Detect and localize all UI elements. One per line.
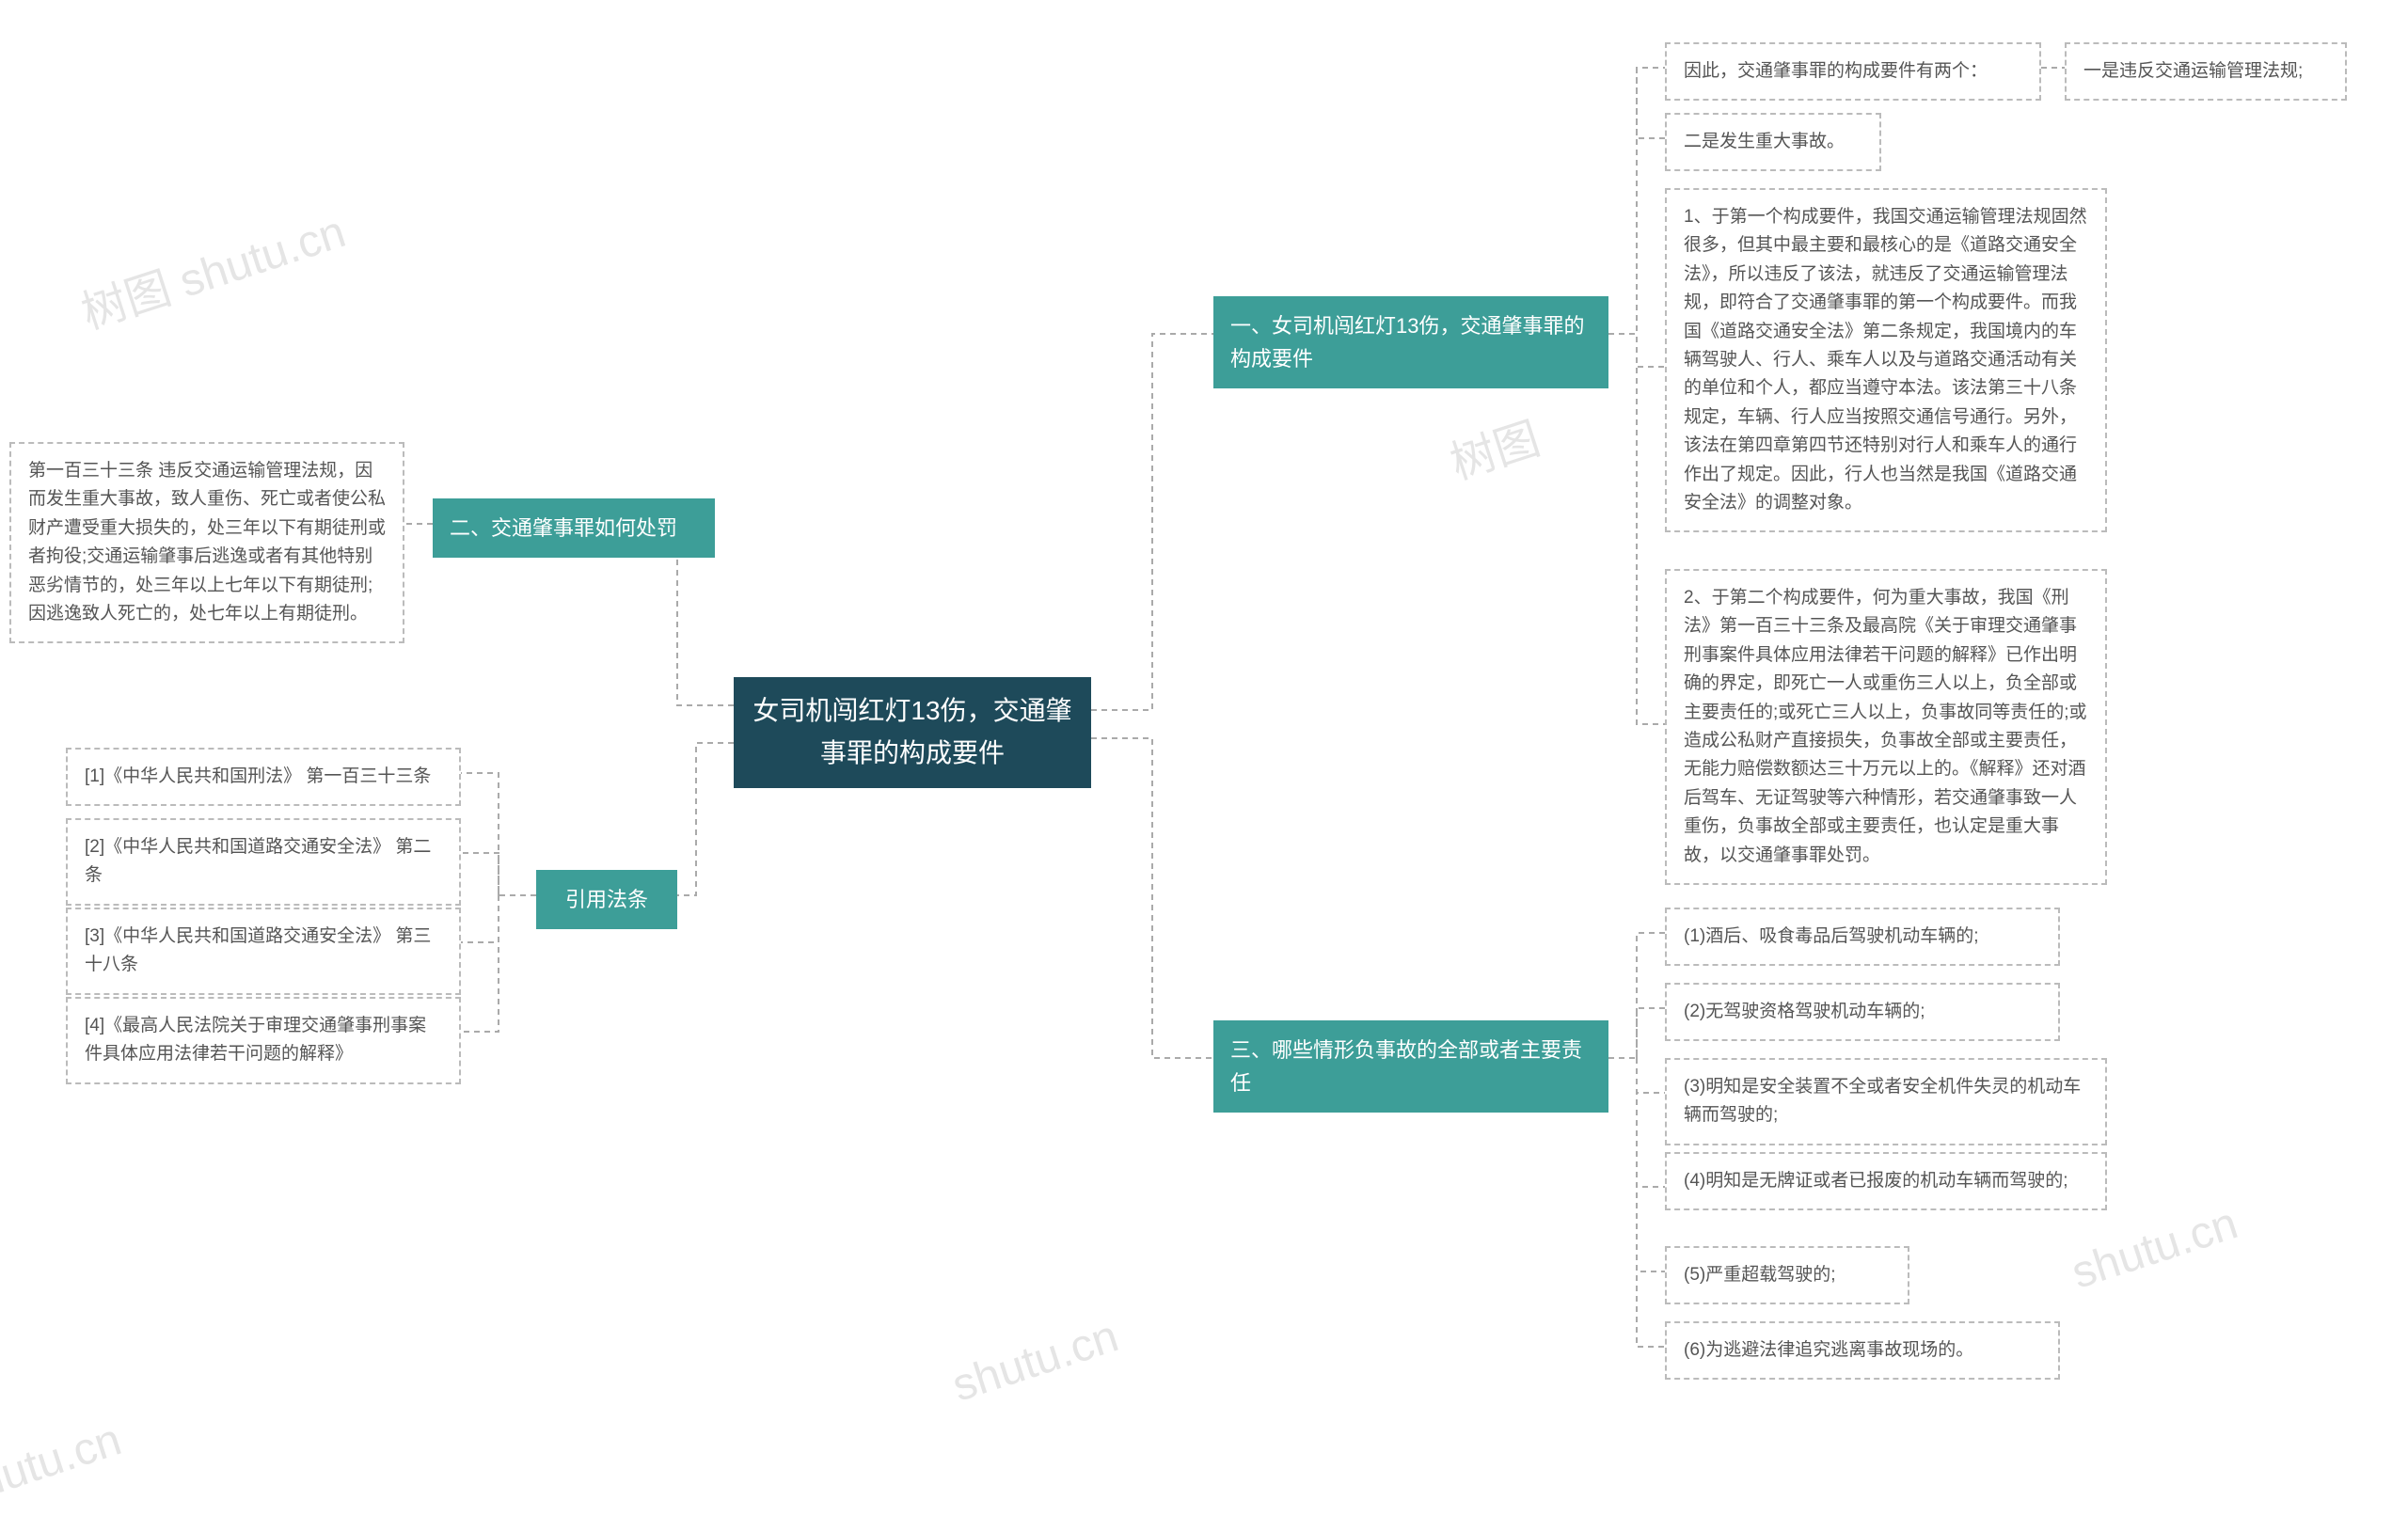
branch-section2: 二、交通肇事罪如何处罚	[433, 498, 715, 558]
watermark: shutu.cn	[946, 1310, 1125, 1412]
leaf-s1-componentA: 一是违反交通运输管理法规;	[2065, 42, 2347, 101]
leaf-cite-2: [2]《中华人民共和国道路交通安全法》 第二条	[66, 818, 461, 906]
leaf-s3-3: (3)明知是安全装置不全或者安全机件失灵的机动车辆而驾驶的;	[1665, 1058, 2107, 1145]
leaf-s3-5: (5)严重超载驾驶的;	[1665, 1246, 1909, 1304]
leaf-s3-1: (1)酒后、吸食毒品后驾驶机动车辆的;	[1665, 908, 2060, 966]
watermark: 树图	[1441, 402, 1547, 492]
watermark: shutu.cn	[2066, 1197, 2244, 1299]
leaf-cite-4: [4]《最高人民法院关于审理交通肇事刑事案件具体应用法律若干问题的解释》	[66, 997, 461, 1084]
root-node: 女司机闯红灯13伤，交通肇事罪的构成要件	[734, 677, 1091, 788]
branch-section3: 三、哪些情形负事故的全部或者主要责任	[1213, 1020, 1608, 1113]
branch-citations: 引用法条	[536, 870, 677, 929]
leaf-cite-3: [3]《中华人民共和国道路交通安全法》 第三十八条	[66, 908, 461, 995]
leaf-s3-6: (6)为逃避法律追究逃离事故现场的。	[1665, 1321, 2060, 1380]
leaf-s1-detail1: 1、于第一个构成要件，我国交通运输管理法规固然很多，但其中最主要和最核心的是《道…	[1665, 188, 2107, 532]
leaf-s1-componentB: 二是发生重大事故。	[1665, 113, 1881, 171]
leaf-s1-components: 因此，交通肇事罪的构成要件有两个：	[1665, 42, 2041, 101]
branch-section1: 一、女司机闯红灯13伤，交通肇事罪的构成要件	[1213, 296, 1608, 388]
leaf-s1-detail2: 2、于第二个构成要件，何为重大事故，我国《刑法》第一百三十三条及最高院《关于审理…	[1665, 569, 2107, 885]
leaf-s2-1: 第一百三十三条 违反交通运输管理法规，因而发生重大事故，致人重伤、死亡或者使公私…	[9, 442, 404, 643]
leaf-s3-2: (2)无驾驶资格驾驶机动车辆的;	[1665, 983, 2060, 1041]
leaf-cite-1: [1]《中华人民共和国刑法》 第一百三十三条	[66, 748, 461, 806]
watermark: shutu.cn	[0, 1413, 128, 1515]
watermark: 树图 shutu.cn	[71, 195, 352, 341]
leaf-s3-4: (4)明知是无牌证或者已报废的机动车辆而驾驶的;	[1665, 1152, 2107, 1210]
